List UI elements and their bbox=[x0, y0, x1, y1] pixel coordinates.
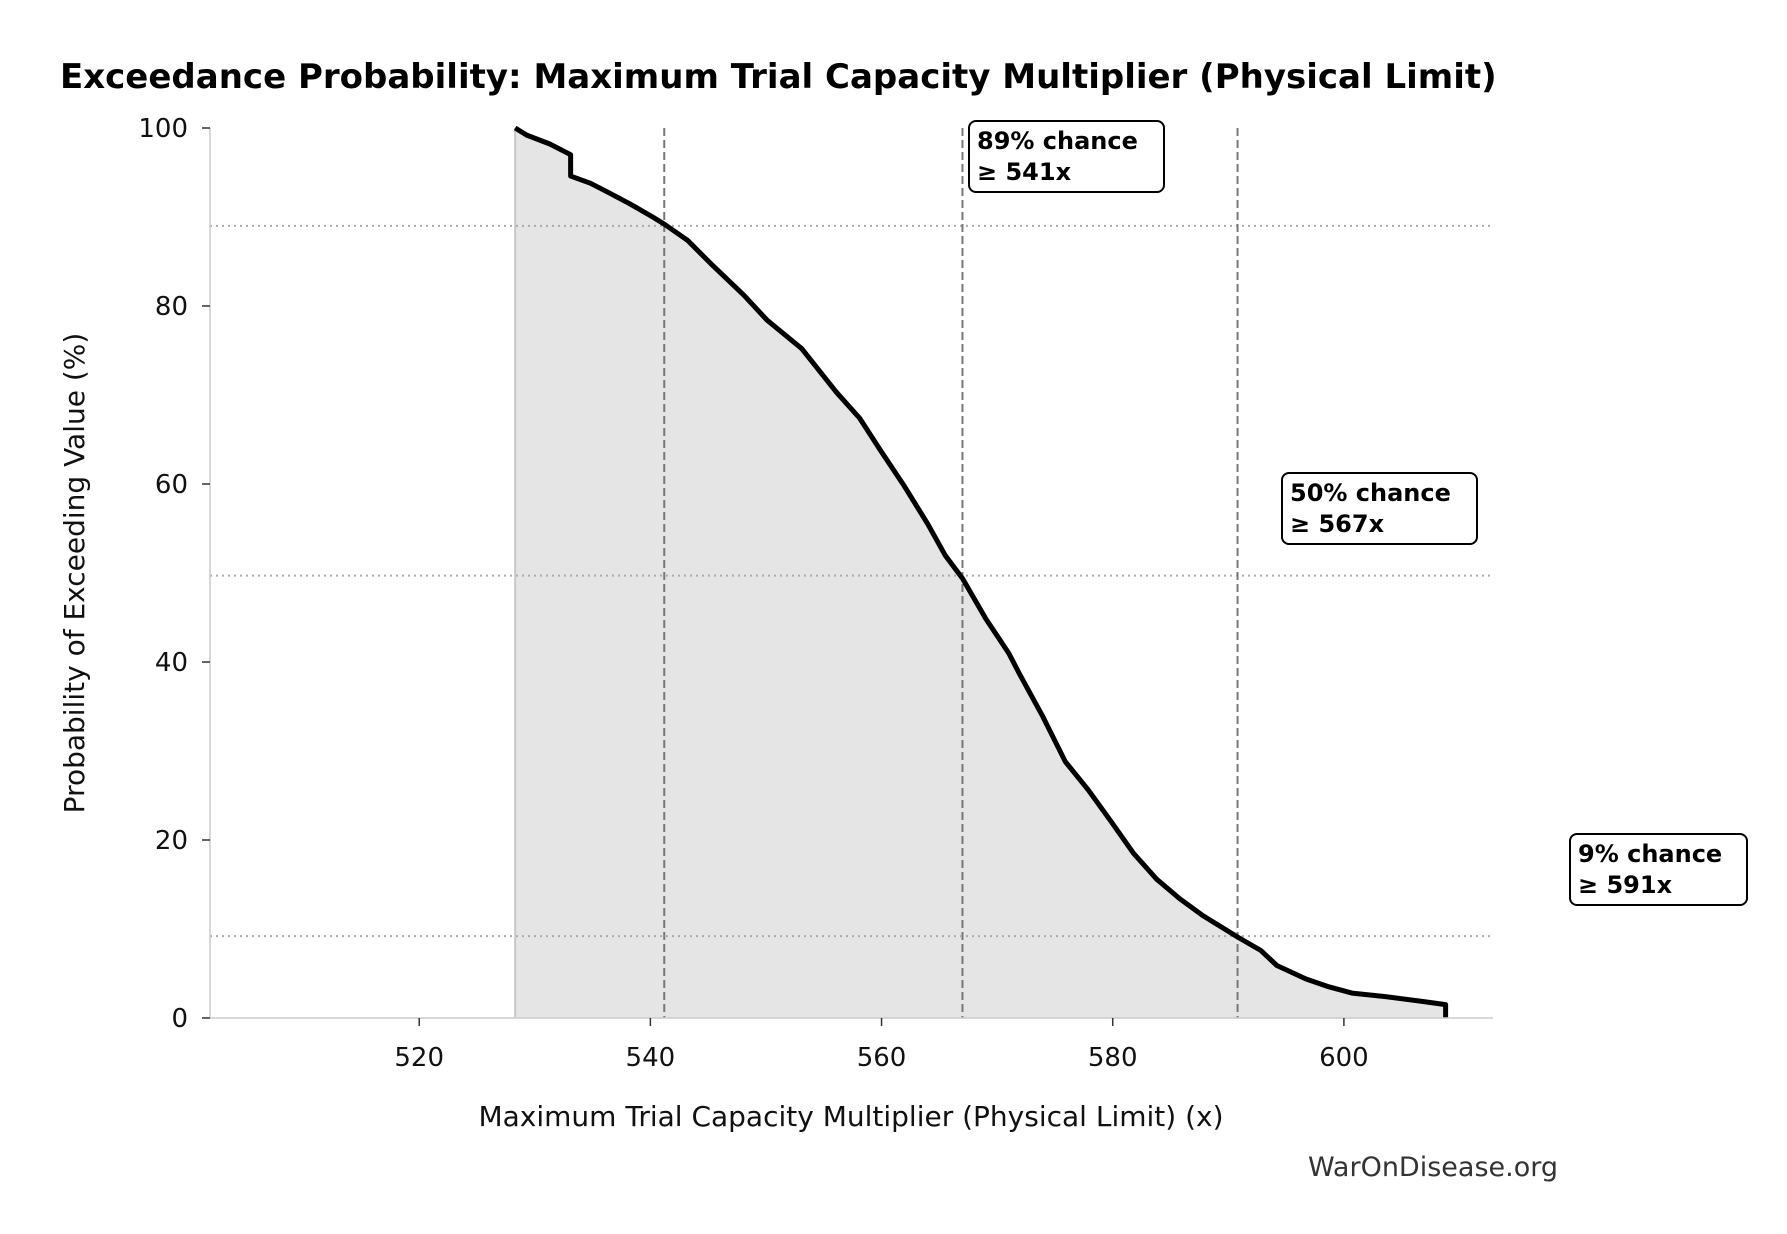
y-axis-label: Probability of Exceeding Value (%) bbox=[58, 333, 91, 814]
annotation-frame bbox=[968, 120, 1165, 193]
annotation-line2: ≥ 591x bbox=[1578, 871, 1673, 899]
plot-area: 520 540 560 580 600 0 20 40 60 80 100 89% chance ≥ 5… bbox=[138, 114, 1748, 1073]
annotation-box-1: 50% chance ≥ 567x bbox=[1281, 472, 1478, 545]
exceedance-line bbox=[513, 125, 1449, 1018]
chart-title: Exceedance Probability: Maximum Trial Ca… bbox=[60, 57, 1497, 97]
x-tick-label: 600 bbox=[1319, 1043, 1369, 1073]
y-tick-label: 100 bbox=[138, 114, 188, 144]
y-tick-label: 40 bbox=[155, 648, 188, 678]
x-tick-label: 580 bbox=[1088, 1043, 1138, 1073]
x-tick-label: 560 bbox=[857, 1043, 907, 1073]
exceedance-area bbox=[515, 128, 1446, 1018]
y-tick-label: 0 bbox=[171, 1004, 188, 1034]
annotation-line1: 50% chance bbox=[1290, 479, 1451, 507]
x-tick-label: 520 bbox=[394, 1043, 444, 1073]
watermark: WarOnDisease.org bbox=[1308, 1152, 1558, 1183]
annotation-box-2: 9% chance ≥ 591x bbox=[1569, 833, 1748, 906]
annotation-line1: 89% chance bbox=[977, 127, 1138, 155]
x-axis-label: Maximum Trial Capacity Multiplier (Physi… bbox=[478, 1100, 1223, 1133]
annotation-frame bbox=[1569, 833, 1748, 906]
y-tick-label: 20 bbox=[155, 826, 188, 856]
annotation-frame bbox=[1281, 472, 1478, 545]
y-tick-label: 80 bbox=[155, 292, 188, 322]
annotation-line2: ≥ 541x bbox=[977, 158, 1072, 186]
annotation-box-0: 89% chance ≥ 541x bbox=[968, 120, 1165, 193]
y-tick-label: 60 bbox=[155, 470, 188, 500]
annotation-line2: ≥ 567x bbox=[1290, 510, 1385, 538]
x-tick-label: 540 bbox=[626, 1043, 676, 1073]
annotation-line1: 9% chance bbox=[1578, 840, 1722, 868]
